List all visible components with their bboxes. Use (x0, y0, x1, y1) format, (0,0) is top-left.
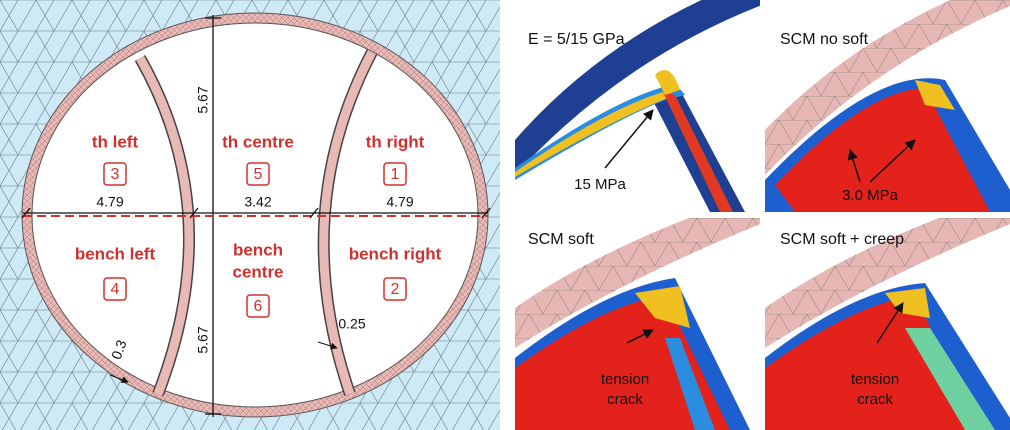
annotation: 15 MPa (574, 176, 626, 193)
section-label: bench right (349, 244, 442, 263)
section-label: bench left (75, 244, 156, 263)
tunnel-section: th left 3 th centre 5 th right 1 bench l… (0, 0, 500, 430)
dimension: 5.67 (195, 86, 211, 113)
annotation: tension (601, 371, 649, 388)
annotation: crack (857, 391, 893, 408)
section-label: th left (92, 132, 139, 151)
section-number: 1 (391, 166, 400, 183)
panel-title: SCM soft (528, 231, 594, 248)
section-label: th right (366, 132, 425, 151)
stress-panel: SCM no soft 3.0 MPa (765, 0, 1010, 212)
annotation: tension (851, 371, 899, 388)
dimension: 4.79 (386, 194, 413, 210)
panel-title: E = 5/15 GPa (528, 31, 625, 48)
section-number: 3 (111, 166, 120, 183)
section-number: 2 (391, 281, 400, 298)
annotation: 3.0 MPa (842, 187, 899, 204)
dimension: 5.67 (195, 326, 211, 353)
dimension: 4.79 (96, 194, 123, 210)
stress-panel: SCM soft + creep tension crack (765, 188, 1010, 430)
panel-title: SCM soft + creep (780, 231, 904, 248)
stress-panel: E = 5/15 GPa 15 MPa (515, 0, 775, 212)
section-number: 4 (111, 281, 120, 298)
section-label: th centre (222, 132, 294, 151)
section-label: centre (232, 262, 283, 281)
section-number: 5 (254, 166, 263, 183)
figure: th left 3 th centre 5 th right 1 bench l… (0, 0, 1010, 430)
section-number: 6 (254, 298, 263, 315)
stress-panel: SCM soft tension crack (515, 188, 775, 430)
annotation: crack (607, 391, 643, 408)
panel-title: SCM no soft (780, 31, 869, 48)
dimension: 3.42 (244, 194, 271, 210)
section-label: bench (233, 240, 283, 259)
dimension: 0.25 (338, 316, 365, 332)
